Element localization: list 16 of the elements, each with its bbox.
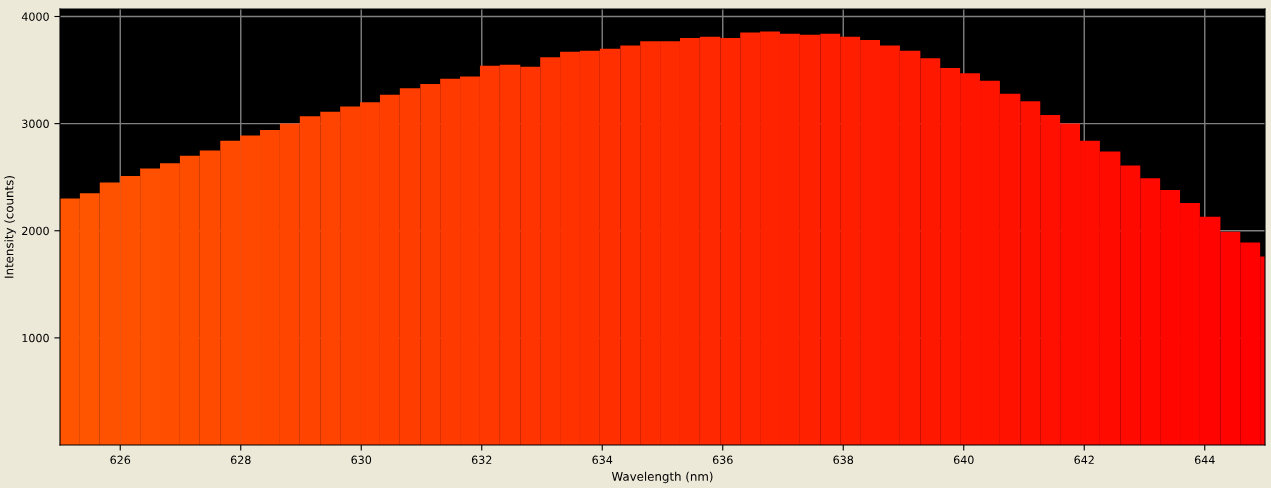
x-tick-label: 636 bbox=[712, 455, 733, 465]
x-tick-label: 638 bbox=[833, 455, 854, 465]
x-tick-label: 632 bbox=[471, 455, 492, 465]
x-tick-label: 634 bbox=[592, 455, 613, 465]
x-tick-label: 626 bbox=[110, 455, 131, 465]
x-tick-label: 642 bbox=[1074, 455, 1094, 465]
x-tick-label: 630 bbox=[351, 455, 372, 465]
x-tick-label: 644 bbox=[1194, 455, 1215, 465]
x-tick-label: 640 bbox=[953, 455, 974, 465]
x-axis-title: Wavelength (nm) bbox=[611, 471, 713, 484]
x-tick-label: 628 bbox=[230, 455, 251, 465]
y-tick-label: 3000 bbox=[22, 119, 49, 128]
y-tick-label: 1000 bbox=[22, 333, 49, 343]
y-axis-title: Intensity (counts) bbox=[4, 176, 16, 278]
y-tick-label: 4000 bbox=[21, 12, 49, 21]
y-tick-label: 2000 bbox=[22, 226, 49, 236]
